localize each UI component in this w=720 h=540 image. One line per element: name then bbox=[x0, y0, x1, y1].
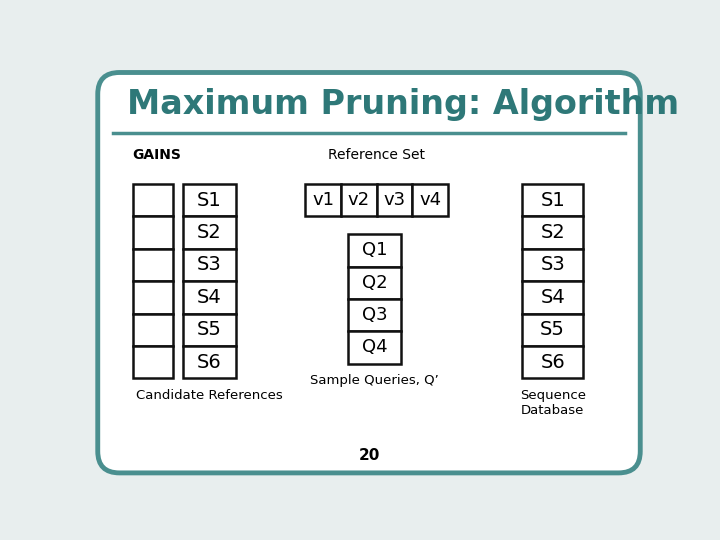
Bar bbox=[523, 281, 583, 314]
Text: S2: S2 bbox=[540, 223, 565, 242]
Text: Maximum Pruning: Algorithm: Maximum Pruning: Algorithm bbox=[127, 89, 680, 122]
Text: S6: S6 bbox=[540, 353, 565, 372]
Bar bbox=[348, 267, 401, 299]
Text: v3: v3 bbox=[384, 191, 405, 210]
Bar bbox=[183, 184, 235, 217]
Bar bbox=[183, 314, 235, 346]
Text: Q3: Q3 bbox=[361, 306, 387, 324]
Text: S2: S2 bbox=[197, 223, 222, 242]
Bar bbox=[413, 184, 448, 217]
Bar bbox=[132, 346, 173, 378]
Text: Q2: Q2 bbox=[361, 274, 387, 292]
Bar bbox=[183, 249, 235, 281]
Text: S6: S6 bbox=[197, 353, 222, 372]
Bar bbox=[523, 184, 583, 217]
Text: S3: S3 bbox=[197, 255, 222, 274]
Text: S3: S3 bbox=[540, 255, 565, 274]
Bar bbox=[348, 331, 401, 363]
Bar bbox=[348, 299, 401, 331]
Bar bbox=[305, 184, 341, 217]
Text: Sample Queries, Q’: Sample Queries, Q’ bbox=[310, 374, 438, 387]
Bar bbox=[132, 314, 173, 346]
Text: S5: S5 bbox=[540, 320, 565, 339]
Bar bbox=[132, 249, 173, 281]
Text: v4: v4 bbox=[419, 191, 441, 210]
Text: S4: S4 bbox=[197, 288, 222, 307]
Text: v2: v2 bbox=[348, 191, 370, 210]
Bar bbox=[183, 281, 235, 314]
Bar bbox=[132, 217, 173, 249]
Text: GAINS: GAINS bbox=[132, 148, 181, 162]
Bar bbox=[377, 184, 413, 217]
Bar bbox=[132, 184, 173, 217]
Text: Q4: Q4 bbox=[361, 339, 387, 356]
Bar bbox=[523, 249, 583, 281]
Bar bbox=[523, 217, 583, 249]
Bar bbox=[183, 217, 235, 249]
Text: v1: v1 bbox=[312, 191, 334, 210]
Bar bbox=[523, 346, 583, 378]
Bar bbox=[132, 281, 173, 314]
Text: Q1: Q1 bbox=[361, 241, 387, 259]
Bar bbox=[341, 184, 377, 217]
Text: S1: S1 bbox=[540, 191, 565, 210]
Text: Sequence
Database: Sequence Database bbox=[520, 389, 585, 417]
Bar bbox=[523, 314, 583, 346]
Text: Reference Set: Reference Set bbox=[328, 148, 426, 162]
Text: S4: S4 bbox=[540, 288, 565, 307]
Text: S1: S1 bbox=[197, 191, 222, 210]
Text: Candidate References: Candidate References bbox=[136, 389, 283, 402]
Bar bbox=[183, 346, 235, 378]
Text: S5: S5 bbox=[197, 320, 222, 339]
Bar bbox=[348, 234, 401, 267]
FancyBboxPatch shape bbox=[98, 72, 640, 473]
Text: 20: 20 bbox=[359, 448, 379, 463]
